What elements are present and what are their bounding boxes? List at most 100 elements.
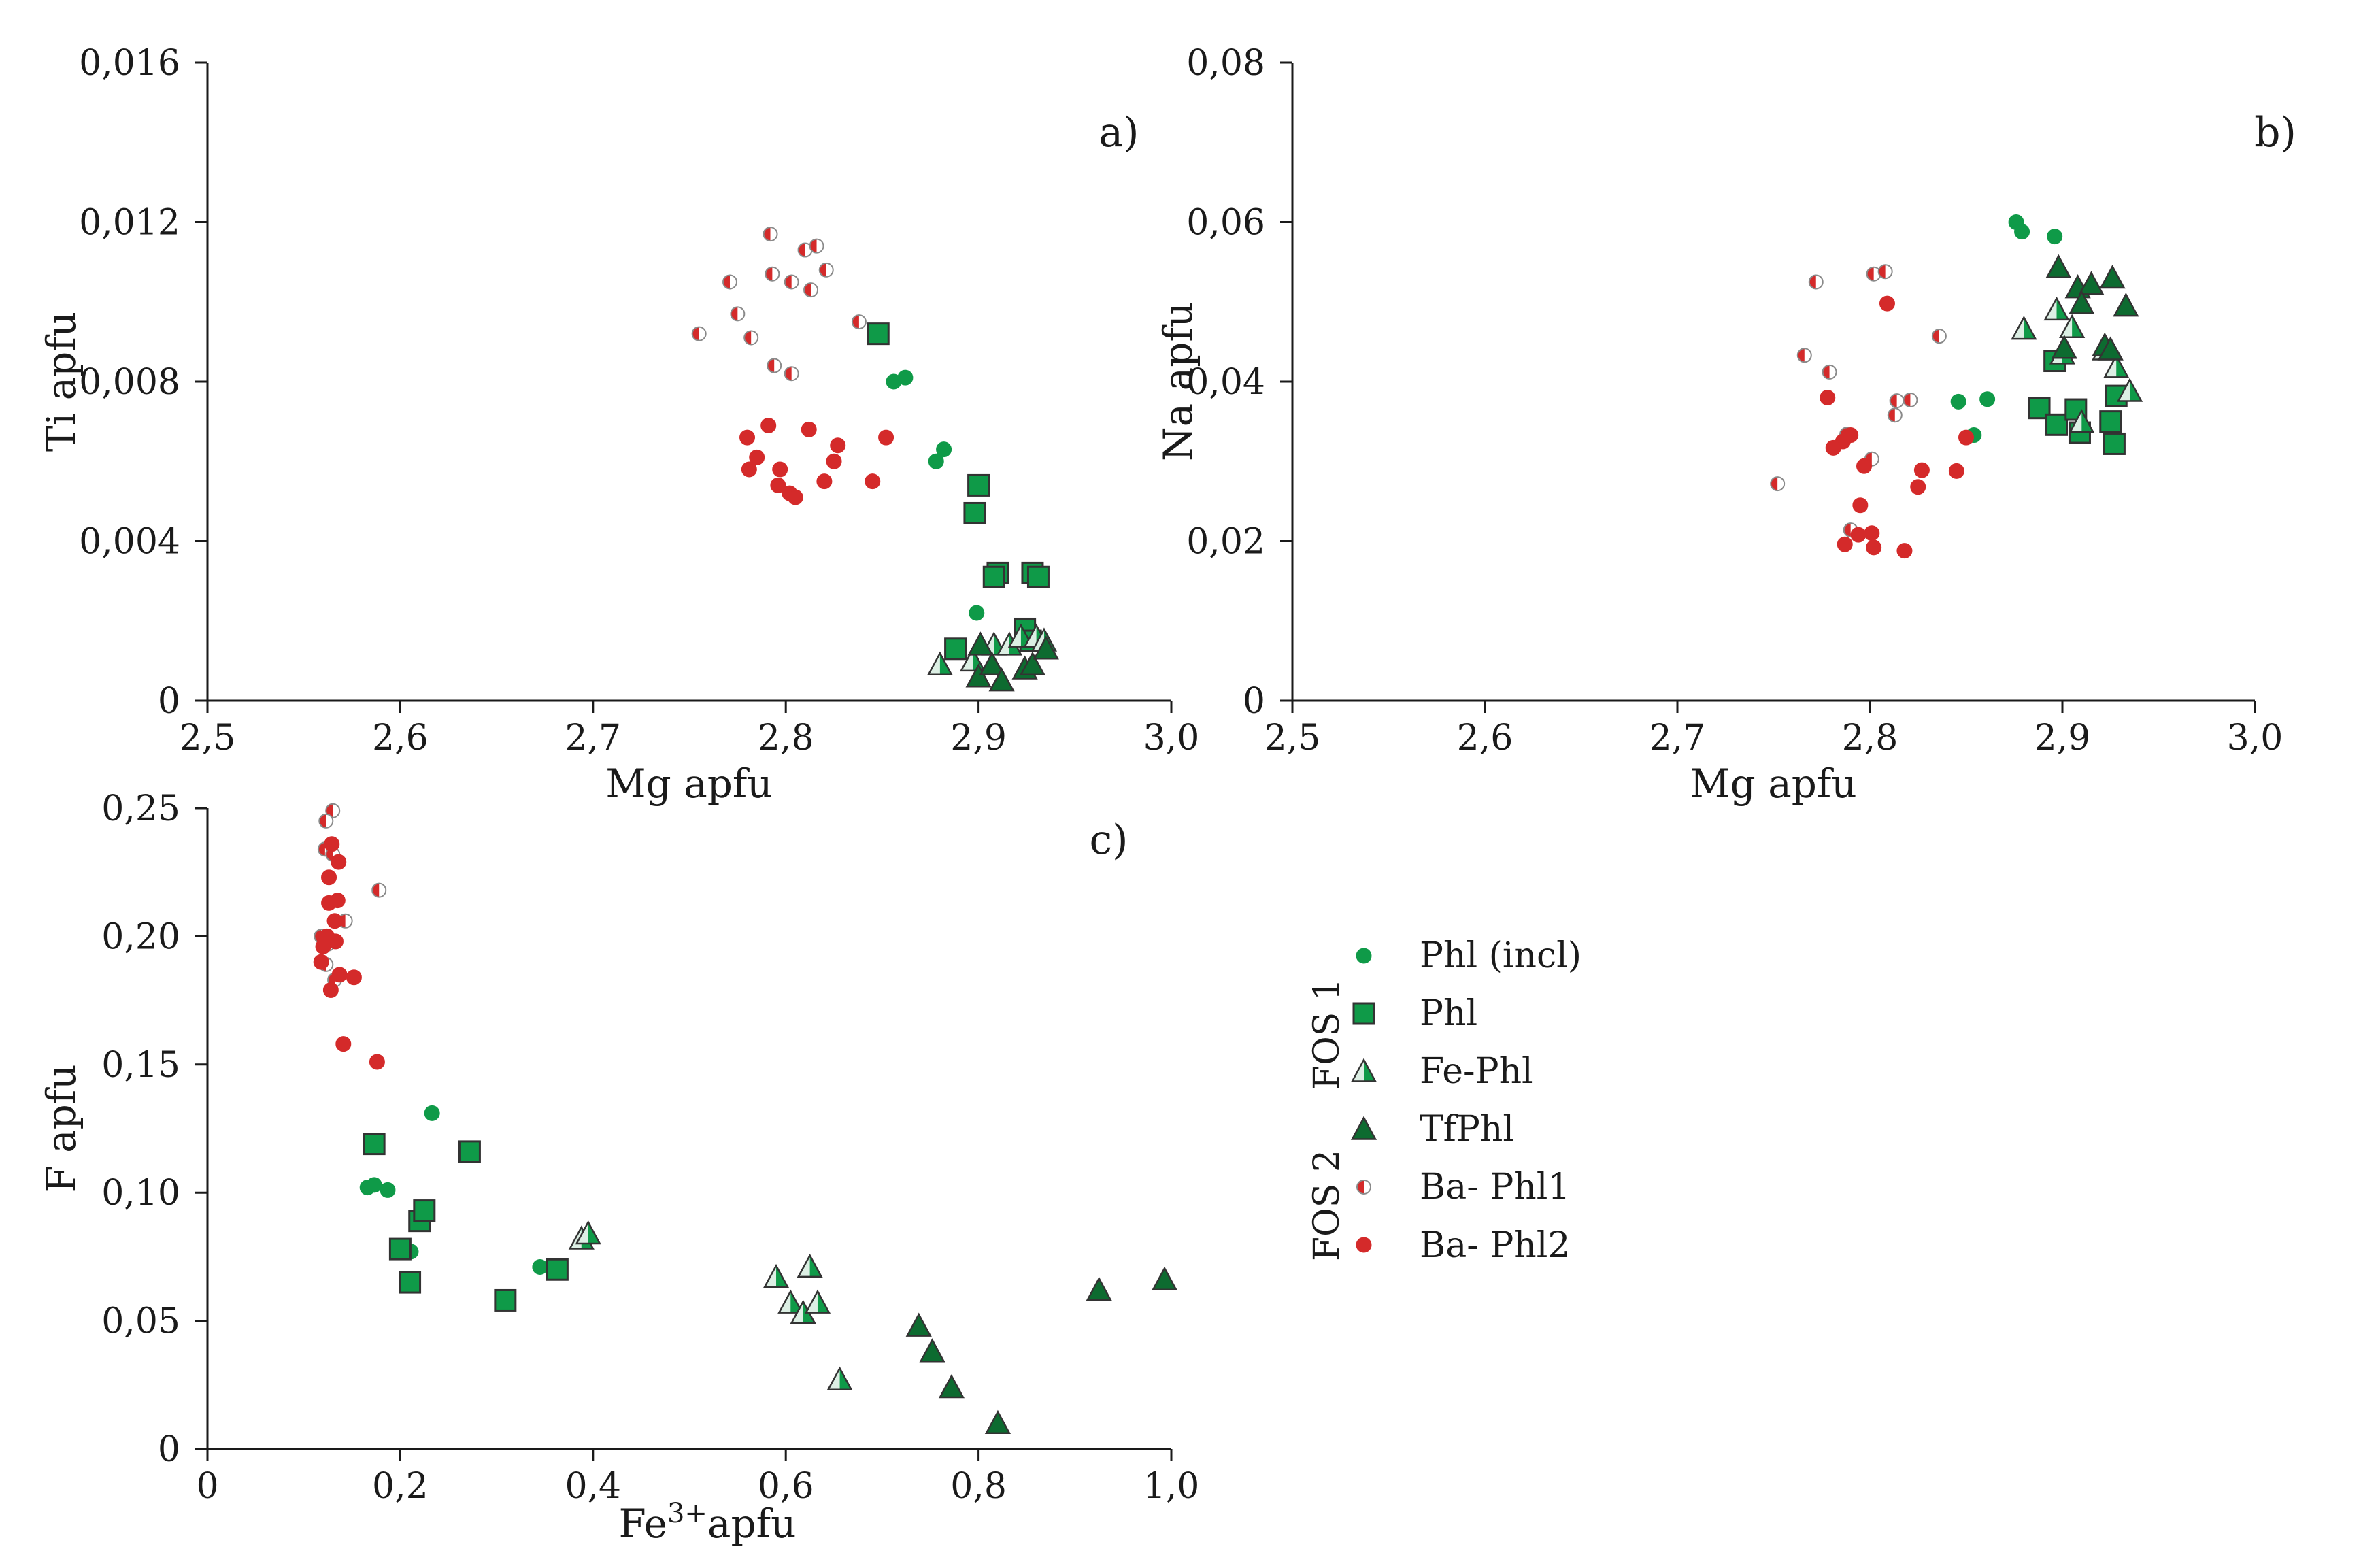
data-point-ba-phl2 (787, 489, 803, 505)
data-point-phl-incl (2047, 229, 2063, 245)
data-point-ba-phl2 (1879, 295, 1895, 312)
x-tick-label: 0,2 (372, 1466, 429, 1507)
data-point-ba-phl2 (1866, 539, 1882, 556)
data-point-tfphl (1019, 651, 1046, 675)
data-point-fe-phl (2043, 296, 2070, 321)
x-tick-label: 2,8 (758, 718, 814, 758)
data-point-ba-phl2 (315, 938, 331, 954)
data-point-ba-phl2 (1850, 527, 1866, 543)
y-tick-label: 0 (158, 1429, 180, 1470)
data-point-ba-phl2 (322, 982, 339, 999)
data-point-ba-phl1 (784, 366, 799, 382)
data-point-fe-phl (826, 1366, 853, 1390)
data-point-tfphl (2113, 292, 2139, 317)
data-point-phl-incl (936, 441, 952, 458)
data-point-ba-phl2 (1837, 536, 1853, 552)
data-point-ba-phl2 (1948, 463, 1964, 479)
data-point-phl (2103, 432, 2126, 455)
data-point-ba-phl1 (318, 813, 334, 829)
data-point-tfphl (965, 663, 992, 688)
data-point-ba-phl2 (331, 854, 347, 870)
y-tick-label: 0,02 (1186, 522, 1265, 563)
data-point-fe-phl (763, 1263, 790, 1288)
panel-label: a) (1099, 109, 1139, 156)
data-point-ba-phl1 (851, 314, 867, 330)
y-tick-label: 0,10 (101, 1173, 180, 1214)
data-point-ba-phl2 (1856, 458, 1873, 474)
data-point-ba-phl1 (1822, 364, 1837, 380)
data-point-phl-incl (897, 369, 914, 386)
data-point-ba-phl2 (313, 954, 329, 970)
data-point-phl (1026, 565, 1050, 588)
data-point-tfphl (2099, 264, 2126, 289)
data-point-ba-phl2 (1843, 427, 1859, 444)
y-axis-label: Ti apfu (38, 312, 84, 452)
data-point-ba-phl1 (743, 330, 759, 346)
y-tick-label: 0,004 (79, 522, 180, 563)
series-ba-phl1 (1770, 264, 1947, 538)
data-point-ba-phl1 (1931, 329, 1947, 344)
data-point-phl (494, 1288, 517, 1312)
data-point-ba-phl1 (809, 238, 824, 254)
data-point-ba-phl1 (722, 274, 738, 290)
legend-group-fos1: FOS 1 (1307, 978, 1347, 1090)
chart-panel-c: 0 0,2 0,4 0,6 0,8 1,0 0 0,05 0,10 0,15 0,20 0,25 F a… (38, 788, 1199, 1547)
series-fe-phl (568, 1220, 853, 1390)
data-point-tfphl (988, 667, 1015, 692)
data-point-ba-phl2 (760, 417, 777, 433)
data-point-ba-phl2 (321, 895, 337, 911)
data-point-ba-phl1 (1903, 392, 1918, 407)
data-point-ba-phl1 (784, 274, 799, 290)
data-point-fe-phl (926, 651, 954, 675)
y-tick-label: 0 (158, 681, 180, 722)
legend-marker-ba-phl1 (1356, 1180, 1371, 1195)
x-tick-label: 2,9 (950, 718, 1007, 758)
y-tick-label: 0,016 (79, 43, 180, 84)
series-tfphl (905, 1266, 1178, 1435)
y-axis-label: F apfu (38, 1064, 84, 1192)
data-point-ba-phl1 (1889, 393, 1905, 409)
data-point-phl-incl (532, 1258, 548, 1275)
data-point-tfphl (1033, 635, 1059, 660)
series-ba-phl2 (1820, 295, 1974, 559)
series-phl (867, 322, 1050, 661)
data-point-ba-phl1 (767, 358, 782, 373)
x-axis-label: Mg apfu (1690, 761, 1856, 807)
legend: Phl (incl) Phl Fe-Phl TfPhl Ba- Phl1 Ba-… (1307, 935, 1581, 1266)
x-axis-label: Fe3+apfu (619, 1498, 797, 1547)
data-point-ba-phl1 (765, 266, 780, 282)
data-point-ba-phl2 (801, 421, 817, 437)
legend-label-phl: Phl (1420, 993, 1477, 1034)
legend-group-fos2: FOS 2 (1307, 1150, 1347, 1261)
data-point-fe-phl (2069, 409, 2095, 433)
y-tick-label: 0 (1243, 681, 1265, 722)
series-phl-incl (886, 369, 985, 621)
data-point-fe-phl (2103, 354, 2130, 378)
data-point-tfphl (938, 1373, 965, 1399)
data-point-fe-phl (2011, 315, 2037, 340)
panel-label: c) (1089, 816, 1128, 864)
series-phl-incl (359, 1105, 548, 1275)
x-tick-label: 2,9 (2035, 718, 2091, 758)
data-point-phl-incl (1950, 393, 1966, 410)
data-point-ba-phl1 (1796, 348, 1812, 363)
data-point-fe-phl (797, 1253, 823, 1278)
y-tick-label: 0,25 (101, 788, 180, 829)
data-point-ba-phl2 (331, 967, 348, 983)
data-point-tfphl (2078, 271, 2105, 295)
chart-panel-b: 2,5 2,6 2,7 2,8 2,9 3,0 0 0,02 0,04 0,06 0,08 Na ap… (1155, 43, 2296, 807)
data-point-tfphl (2051, 335, 2077, 359)
data-point-ba-phl2 (830, 437, 846, 454)
series-ba-phl1 (691, 227, 867, 382)
x-tick-label: 2,5 (180, 718, 236, 758)
data-point-ba-phl2 (772, 461, 788, 478)
data-point-ba-phl1 (818, 262, 834, 278)
data-point-ba-phl2 (749, 449, 765, 465)
data-point-ba-phl2 (326, 913, 343, 929)
data-point-tfphl (1151, 1266, 1178, 1291)
chart-panel-a: 2,5 2,6 2,7 2,8 2,9 3,0 0 0,004 0,008 0,012 0,016 T… (38, 43, 1199, 807)
legend-marker-fe-phl (1350, 1058, 1377, 1082)
x-tick-label: 2,6 (1457, 718, 1513, 758)
y-tick-label: 0,008 (79, 362, 180, 403)
